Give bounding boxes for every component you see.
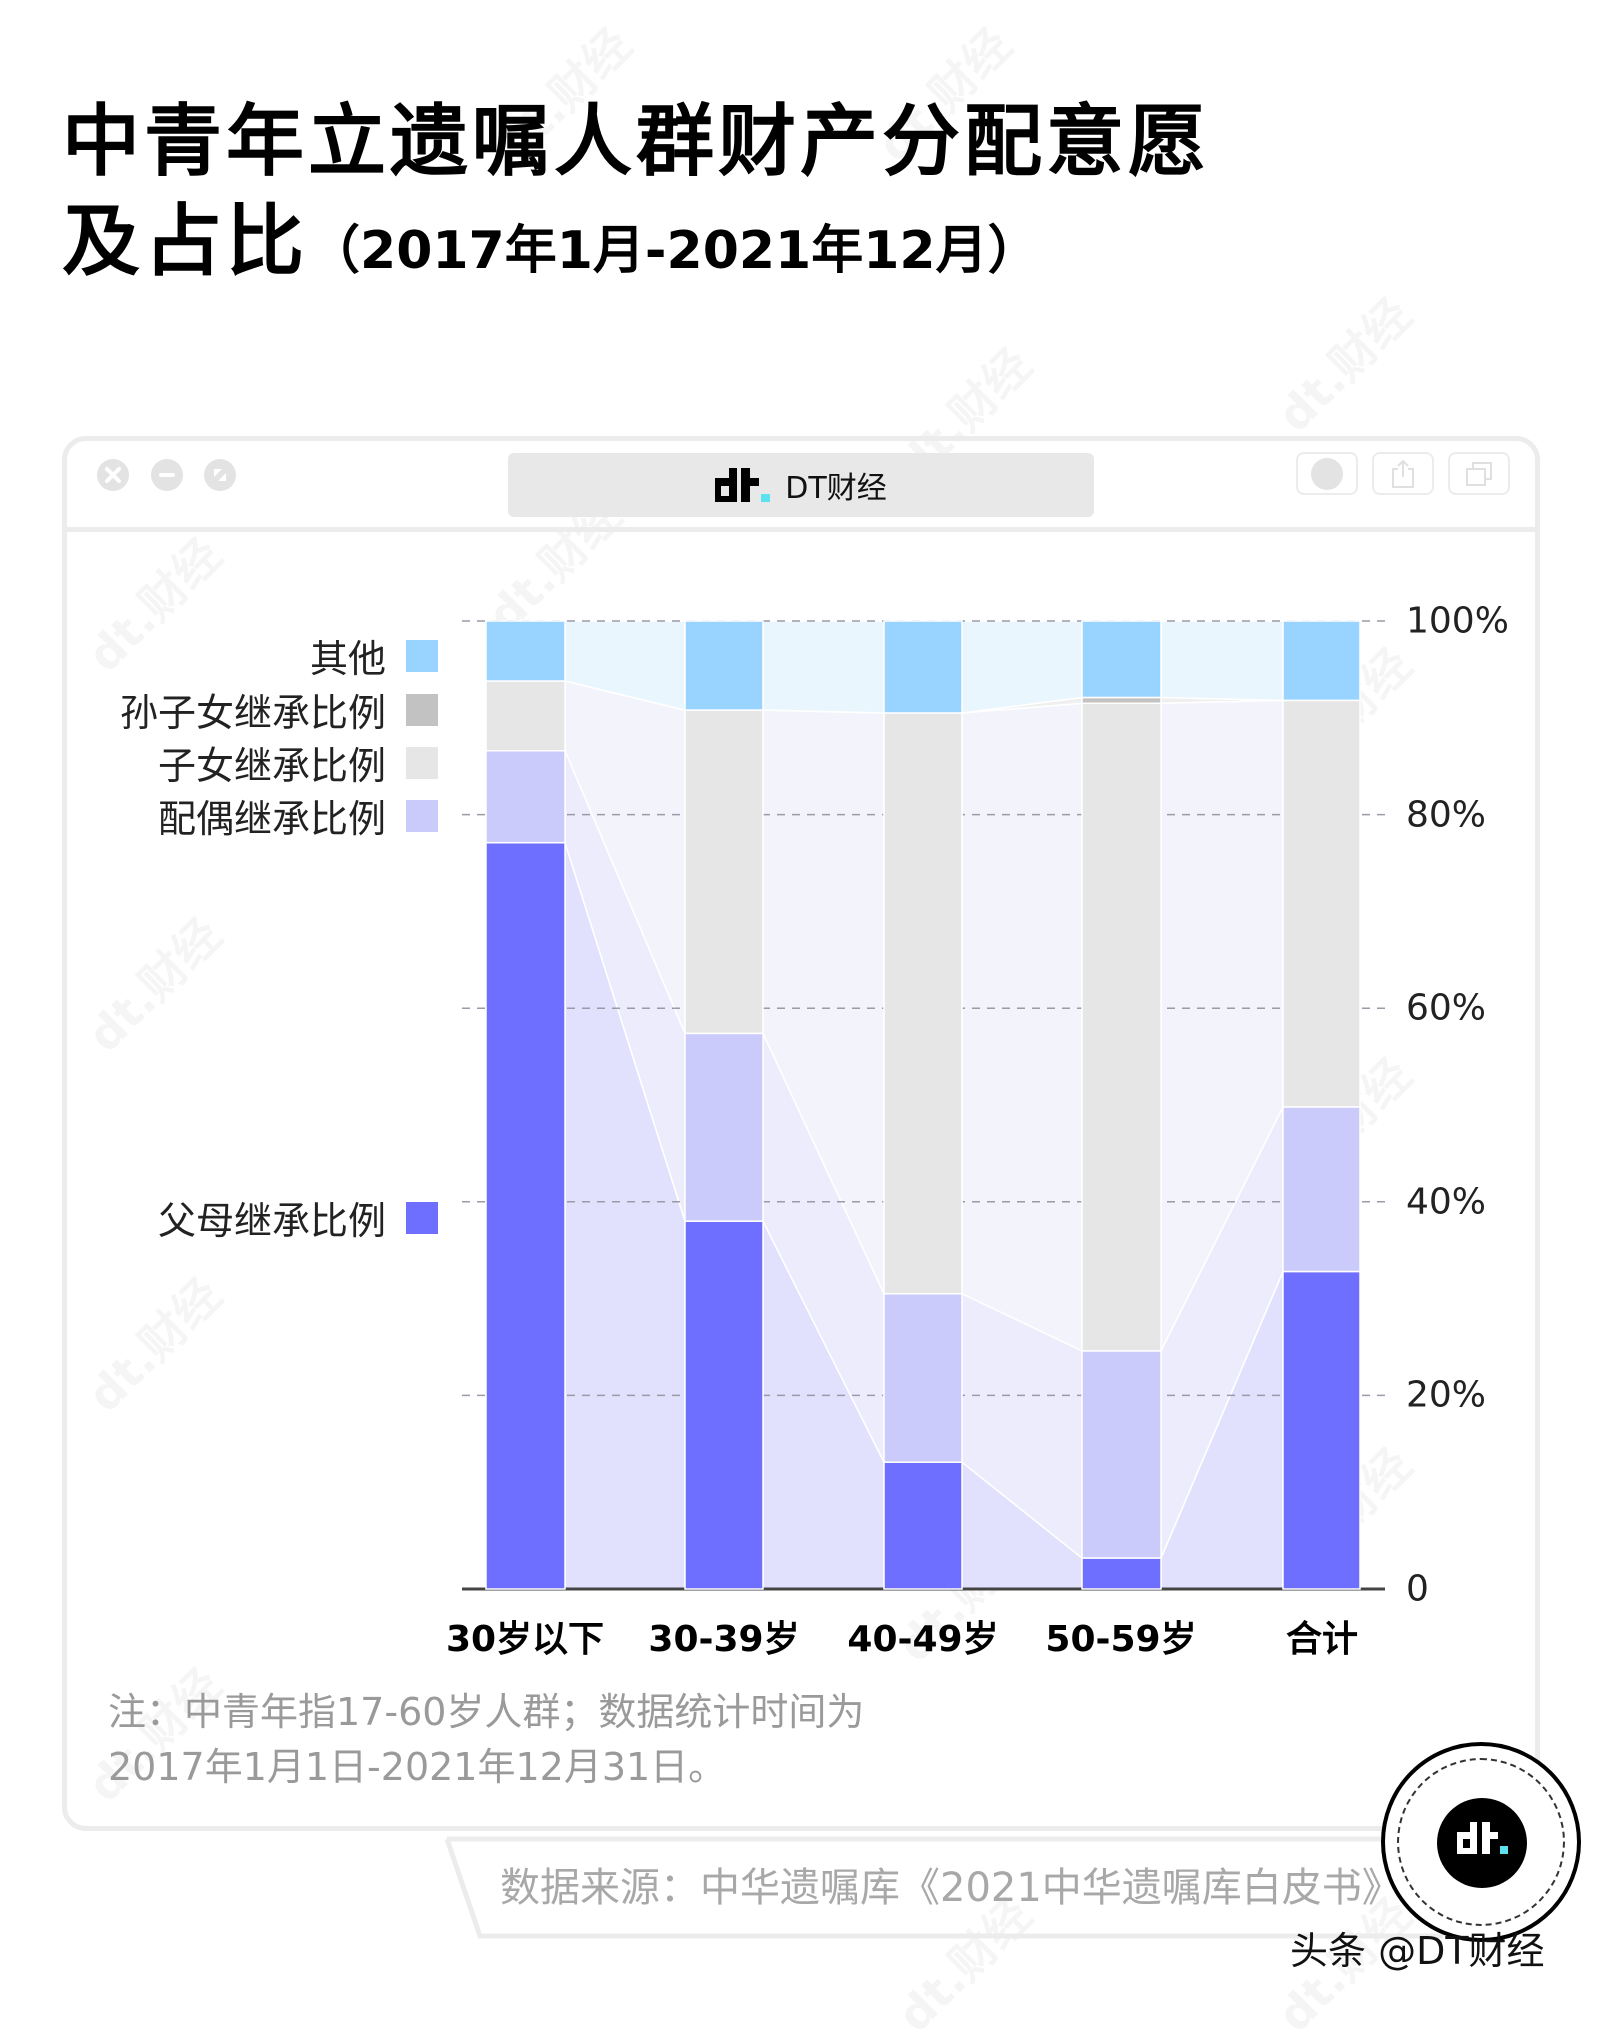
page-title: 中青年立遗嘱人群财产分配意愿 及占比（2017年1月-2021年12月） bbox=[62, 92, 1210, 301]
title-line-2: 及占比（2017年1月-2021年12月） bbox=[62, 192, 1210, 301]
bar-segment bbox=[485, 680, 566, 752]
x-category-label: 30岁以下 bbox=[445, 1619, 605, 1660]
bar-segment bbox=[1282, 1106, 1361, 1273]
x-category-label: 合计 bbox=[1285, 1619, 1359, 1660]
close-button[interactable] bbox=[97, 459, 129, 491]
bar-segment bbox=[883, 620, 963, 714]
dt-badge bbox=[1381, 1742, 1581, 1942]
maximize-button[interactable] bbox=[204, 459, 236, 491]
credit-text: 头条 @DT财经 bbox=[1290, 1929, 1545, 1973]
legend-swatch bbox=[406, 639, 438, 672]
bar-segment bbox=[1081, 696, 1162, 705]
bar-segment bbox=[485, 841, 566, 1590]
minimize-button[interactable] bbox=[151, 459, 183, 491]
bar-segment bbox=[1081, 1557, 1162, 1590]
y-tick-label: 100% bbox=[1406, 600, 1509, 642]
bar-segment bbox=[1081, 702, 1162, 1352]
bar-segment bbox=[684, 709, 764, 1035]
stacked-bar-chart bbox=[462, 620, 1385, 1591]
legend-label: 其他 bbox=[309, 637, 386, 681]
bar-segment bbox=[1282, 620, 1361, 702]
legend-swatch bbox=[406, 1201, 438, 1234]
minimize-icon bbox=[159, 473, 175, 477]
legend-swatch bbox=[406, 693, 438, 726]
bar-segment bbox=[1282, 699, 1361, 1108]
legend-swatch bbox=[406, 799, 438, 832]
bar-segment bbox=[1081, 620, 1162, 699]
legend-label: 孙子女继承比例 bbox=[119, 691, 386, 735]
y-tick-label: 80% bbox=[1406, 794, 1487, 836]
legend-item-parents: 父母继承比例 bbox=[158, 1190, 438, 1245]
bar-segment bbox=[684, 1220, 764, 1590]
dt-logo-icon bbox=[715, 468, 771, 502]
x-category-label: 50-59岁 bbox=[1045, 1619, 1197, 1660]
source-banner bbox=[445, 1836, 1443, 1939]
legend-swatch bbox=[406, 746, 438, 779]
maximize-icon bbox=[214, 469, 226, 481]
flow-band bbox=[1160, 620, 1284, 702]
x-category-label: 30-39岁 bbox=[648, 1619, 800, 1660]
legend-label: 配偶继承比例 bbox=[157, 797, 386, 841]
address-bar[interactable]: DT财经 bbox=[508, 453, 1094, 517]
y-tick-label: 40% bbox=[1406, 1181, 1487, 1223]
note-line-2: 2017年1月1日-2021年12月31日。 bbox=[108, 1745, 727, 1789]
record-button[interactable] bbox=[1296, 452, 1358, 495]
legend-item-spouse: 配偶继承比例 bbox=[158, 788, 438, 843]
bar-segment bbox=[684, 1032, 764, 1222]
badge-core bbox=[1437, 1798, 1527, 1888]
bar-segment bbox=[883, 1461, 963, 1590]
bar-segment bbox=[883, 712, 963, 1295]
dt-logo-icon bbox=[1457, 1822, 1508, 1854]
badge-dashed-ring bbox=[1397, 1758, 1565, 1926]
y-tick-label: 20% bbox=[1406, 1374, 1487, 1416]
title-line-1: 中青年立遗嘱人群财产分配意愿 bbox=[62, 97, 1211, 187]
bar-segment bbox=[485, 749, 566, 844]
flow-band bbox=[762, 620, 885, 714]
x-category-label: 40-49岁 bbox=[847, 1619, 999, 1660]
window-frame bbox=[62, 436, 1540, 1831]
tabs-icon bbox=[1466, 461, 1492, 486]
flow-band bbox=[961, 620, 1083, 714]
title-main: 及占比 bbox=[62, 197, 309, 287]
title-period: （2017年1月-2021年12月） bbox=[308, 221, 1040, 281]
chart-note: 注：中青年指17-60岁人群；数据统计时间为 2017年1月1日-2021年12… bbox=[108, 1685, 864, 1795]
share-icon bbox=[1392, 459, 1414, 488]
y-tick-label: 60% bbox=[1406, 987, 1487, 1029]
data-source: 数据来源：中华遗嘱库《2021中华遗嘱库白皮书》 bbox=[500, 1865, 1402, 1911]
legend-label: 父母继承比例 bbox=[157, 1199, 386, 1243]
titlebar-divider bbox=[62, 527, 1540, 532]
y-tick-label: 0 bbox=[1406, 1568, 1429, 1610]
flow-band bbox=[961, 702, 1083, 1353]
bar-segment bbox=[485, 620, 566, 682]
bar-segment bbox=[1081, 1350, 1162, 1559]
bar-segment bbox=[883, 1293, 963, 1463]
bar-segment bbox=[1282, 1270, 1361, 1590]
record-dot-icon bbox=[1311, 457, 1343, 490]
share-button[interactable] bbox=[1372, 452, 1434, 495]
legend-item-other: 其他 bbox=[310, 628, 438, 683]
bar-segment bbox=[684, 620, 764, 711]
legend-label: 子女继承比例 bbox=[157, 744, 386, 788]
legend-item-grandchildren: 孙子女继承比例 bbox=[120, 682, 438, 737]
close-icon bbox=[105, 467, 121, 483]
legend-item-children: 子女继承比例 bbox=[158, 735, 438, 790]
tabs-button[interactable] bbox=[1448, 452, 1510, 495]
address-label: DT财经 bbox=[785, 471, 887, 506]
note-line-1: 注：中青年指17-60岁人群；数据统计时间为 bbox=[108, 1690, 865, 1734]
